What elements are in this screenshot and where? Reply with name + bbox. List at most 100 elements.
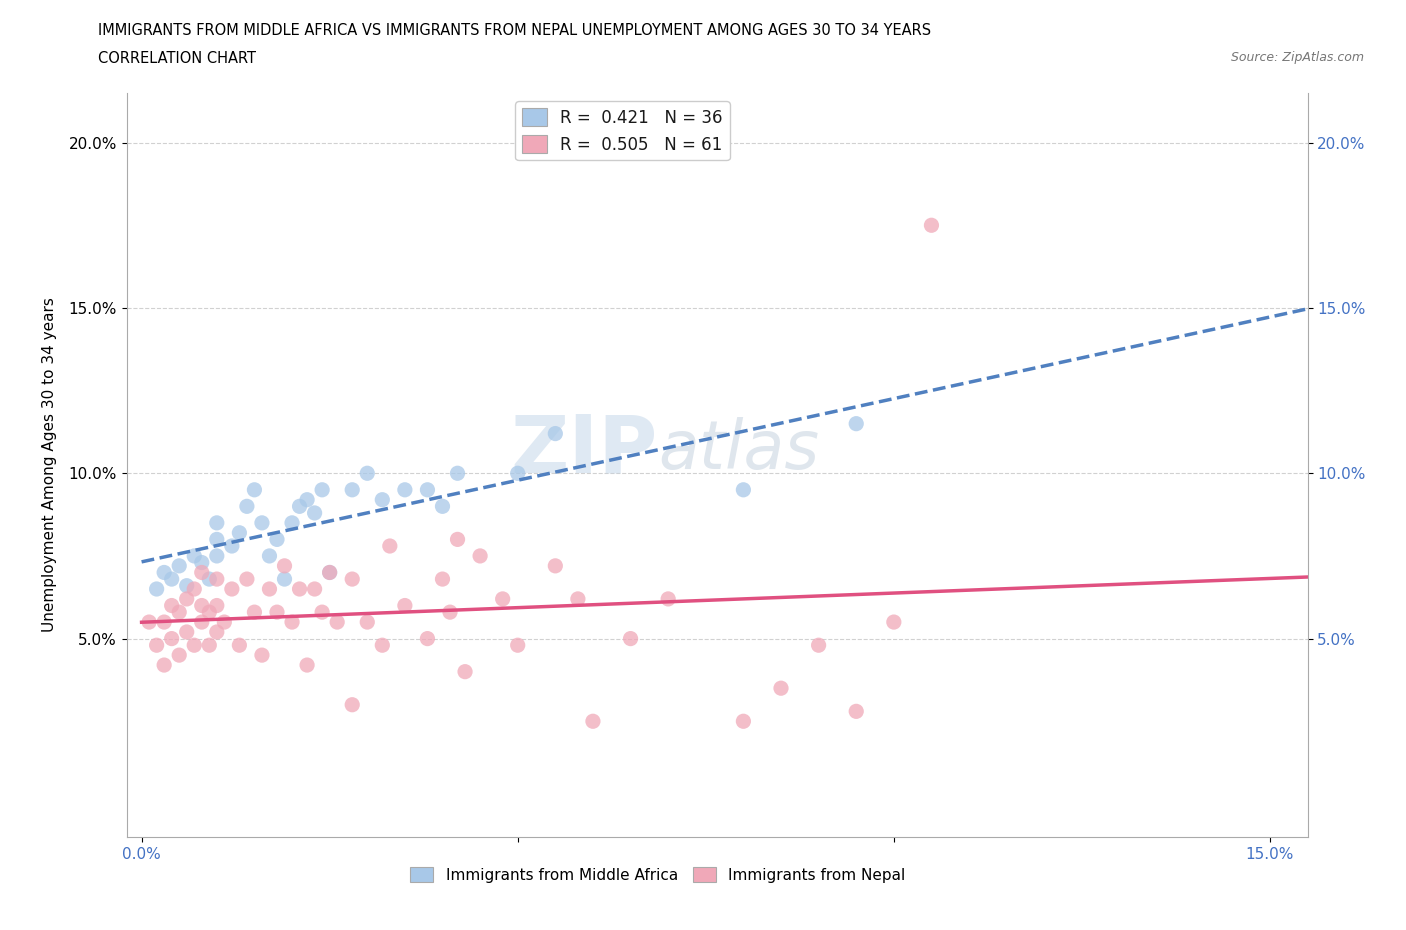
Point bbox=[198, 604, 221, 619]
Point bbox=[439, 604, 461, 619]
Point bbox=[205, 598, 228, 613]
Point bbox=[769, 681, 792, 696]
Point bbox=[295, 492, 318, 507]
Text: atlas: atlas bbox=[658, 418, 820, 483]
Point bbox=[191, 555, 214, 570]
Point bbox=[138, 615, 160, 630]
Point bbox=[845, 704, 868, 719]
Point bbox=[160, 598, 183, 613]
Point bbox=[191, 615, 214, 630]
Point bbox=[295, 658, 318, 672]
Y-axis label: Unemployment Among Ages 30 to 34 years: Unemployment Among Ages 30 to 34 years bbox=[42, 298, 58, 632]
Point bbox=[378, 538, 401, 553]
Point bbox=[492, 591, 515, 606]
Point bbox=[454, 664, 477, 679]
Point bbox=[304, 506, 326, 521]
Point bbox=[153, 565, 176, 580]
Point bbox=[506, 638, 529, 653]
Point bbox=[416, 483, 439, 498]
Point bbox=[205, 532, 228, 547]
Text: IMMIGRANTS FROM MIDDLE AFRICA VS IMMIGRANTS FROM NEPAL UNEMPLOYMENT AMONG AGES 3: IMMIGRANTS FROM MIDDLE AFRICA VS IMMIGRA… bbox=[98, 23, 932, 38]
Text: ZIP: ZIP bbox=[510, 411, 658, 489]
Point bbox=[733, 483, 755, 498]
Point bbox=[191, 598, 214, 613]
Text: Source: ZipAtlas.com: Source: ZipAtlas.com bbox=[1230, 51, 1364, 64]
Point bbox=[259, 549, 281, 564]
Point bbox=[281, 515, 304, 530]
Point bbox=[356, 615, 378, 630]
Point bbox=[205, 515, 228, 530]
Point bbox=[311, 483, 333, 498]
Point bbox=[342, 572, 364, 587]
Point bbox=[145, 638, 167, 653]
Point bbox=[221, 581, 243, 596]
Point bbox=[273, 558, 295, 573]
Point bbox=[250, 647, 273, 662]
Point bbox=[259, 581, 281, 596]
Point bbox=[153, 658, 176, 672]
Point bbox=[176, 625, 198, 640]
Point bbox=[205, 625, 228, 640]
Point bbox=[145, 581, 167, 596]
Point bbox=[567, 591, 589, 606]
Point bbox=[198, 572, 221, 587]
Point bbox=[506, 466, 529, 481]
Point bbox=[288, 498, 311, 513]
Point bbox=[160, 572, 183, 587]
Point bbox=[356, 466, 378, 481]
Point bbox=[318, 565, 340, 580]
Point bbox=[394, 598, 416, 613]
Point bbox=[342, 483, 364, 498]
Point bbox=[326, 615, 349, 630]
Point bbox=[468, 549, 491, 564]
Point bbox=[657, 591, 679, 606]
Point bbox=[582, 714, 605, 729]
Legend: Immigrants from Middle Africa, Immigrants from Nepal: Immigrants from Middle Africa, Immigrant… bbox=[405, 861, 911, 889]
Point bbox=[160, 631, 183, 646]
Point bbox=[205, 572, 228, 587]
Point bbox=[883, 615, 905, 630]
Point bbox=[446, 466, 468, 481]
Point bbox=[243, 483, 266, 498]
Point bbox=[176, 578, 198, 593]
Point bbox=[733, 714, 755, 729]
Point bbox=[619, 631, 641, 646]
Point bbox=[266, 604, 288, 619]
Point bbox=[311, 604, 333, 619]
Point bbox=[153, 615, 176, 630]
Point bbox=[236, 498, 259, 513]
Point bbox=[198, 638, 221, 653]
Point bbox=[371, 492, 394, 507]
Point bbox=[318, 565, 340, 580]
Point bbox=[205, 549, 228, 564]
Point bbox=[446, 532, 468, 547]
Point bbox=[342, 698, 364, 712]
Point bbox=[228, 638, 250, 653]
Point bbox=[183, 638, 205, 653]
Point bbox=[273, 572, 295, 587]
Point bbox=[167, 558, 190, 573]
Point bbox=[288, 581, 311, 596]
Point bbox=[236, 572, 259, 587]
Point bbox=[243, 604, 266, 619]
Point bbox=[304, 581, 326, 596]
Point bbox=[432, 498, 454, 513]
Point bbox=[214, 615, 236, 630]
Point bbox=[167, 647, 190, 662]
Point bbox=[416, 631, 439, 646]
Point bbox=[807, 638, 830, 653]
Point bbox=[176, 591, 198, 606]
Point bbox=[371, 638, 394, 653]
Text: CORRELATION CHART: CORRELATION CHART bbox=[98, 51, 256, 66]
Point bbox=[250, 515, 273, 530]
Point bbox=[167, 604, 190, 619]
Point bbox=[266, 532, 288, 547]
Point bbox=[221, 538, 243, 553]
Point bbox=[845, 417, 868, 432]
Point bbox=[183, 549, 205, 564]
Point bbox=[183, 581, 205, 596]
Point bbox=[228, 525, 250, 540]
Point bbox=[544, 558, 567, 573]
Point bbox=[191, 565, 214, 580]
Point bbox=[394, 483, 416, 498]
